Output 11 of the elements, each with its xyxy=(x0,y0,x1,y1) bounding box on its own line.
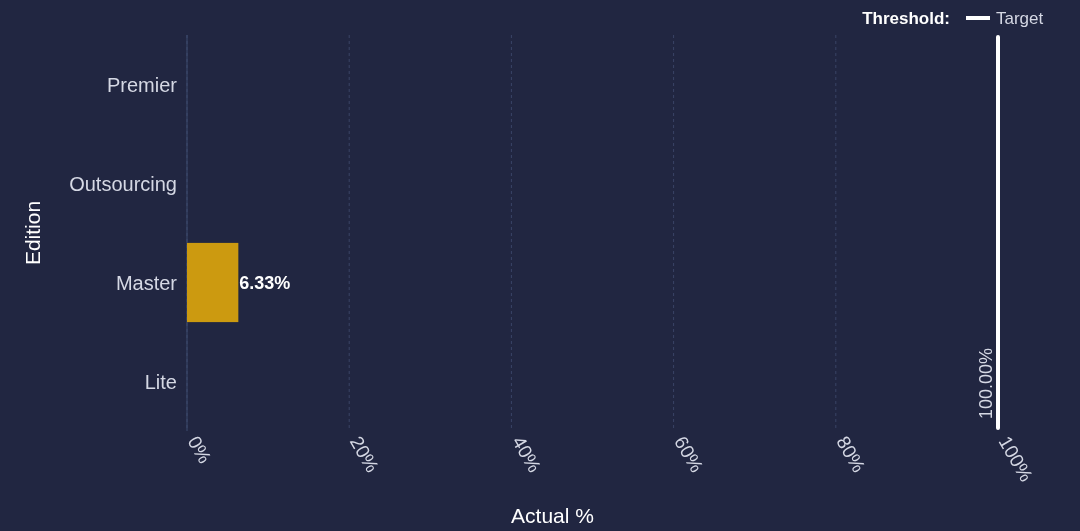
y-tick-label: Master xyxy=(115,271,178,294)
legend-title: Threshold: xyxy=(862,9,950,28)
annotation: 100.00% xyxy=(976,347,996,419)
y-tick-label: Outsourcing xyxy=(69,172,177,195)
x-axis-title: Actual % xyxy=(511,504,594,527)
x-tick-label: 0% xyxy=(183,432,216,467)
y-axis-title: Edition xyxy=(21,200,44,266)
legend-label: Target xyxy=(996,9,1044,28)
y-tick-label: Premier xyxy=(106,73,178,96)
y-tick-label: Lite xyxy=(144,370,177,393)
data-label: 6.33% xyxy=(239,272,291,293)
